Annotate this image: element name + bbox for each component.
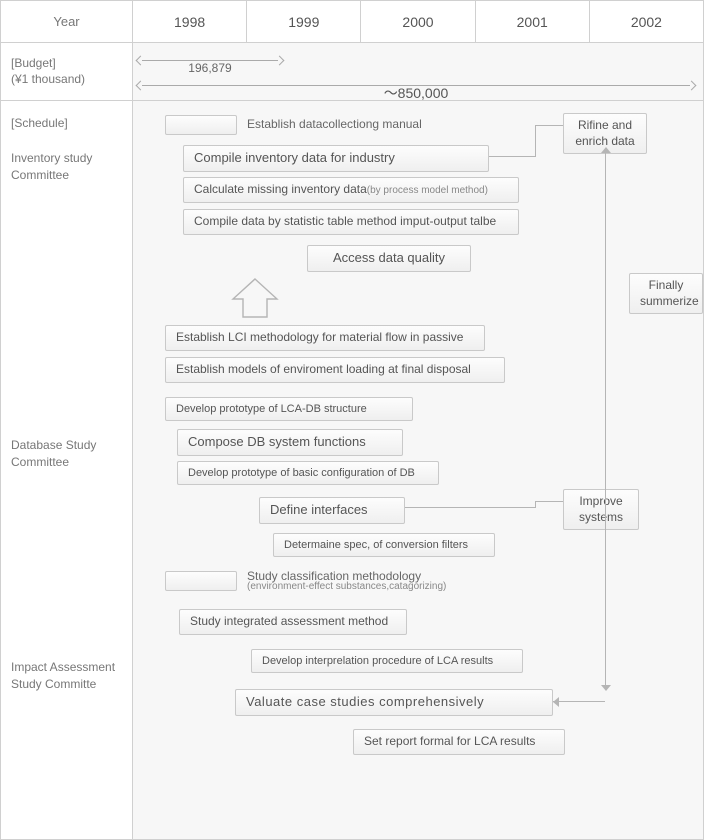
task-improve-systems: Improvesystems [563, 489, 639, 530]
connector-line [535, 501, 563, 502]
empty-task-box-1 [165, 115, 237, 135]
task-finally-summerize: Finallysummerize [629, 273, 703, 314]
budget-label: [Budget](¥1 thousand) [1, 43, 133, 100]
note-establish-manual: Establish datacollectiong manual [247, 117, 422, 131]
task-calc-missing: Calculate missing inventory data(by proc… [183, 177, 519, 203]
task-compile-statistic: Compile data by statistic table method i… [183, 209, 519, 235]
task-db-basic-config: Develop prototype of basic configuration… [177, 461, 439, 485]
arrow-up-icon [601, 147, 611, 153]
connector-line [489, 156, 535, 157]
year-2001: 2001 [476, 1, 590, 42]
empty-task-box-2 [165, 571, 237, 591]
budget-long: ～850,000 [141, 73, 691, 93]
connector-line [405, 507, 535, 508]
budget-area: 196,879 ～850,000 [133, 43, 703, 100]
task-conversion-filters: Determaine spec, of conversion filters [273, 533, 495, 557]
task-compile-inventory: Compile inventory data for industry [183, 145, 489, 172]
budget-short: 196,879 [141, 49, 279, 63]
arrow-down-icon [601, 685, 611, 691]
task-define-interfaces: Define interfaces [259, 497, 405, 524]
side-labels: [Schedule] Inventory study Committee Dat… [1, 101, 133, 839]
up-arrow-icon [227, 277, 283, 321]
year-label: Year [1, 1, 133, 42]
year-header: Year 1998 1999 2000 2001 2002 [1, 1, 703, 43]
schedule-label: [Schedule] [11, 115, 122, 132]
connector-line [535, 125, 536, 157]
year-2002: 2002 [590, 1, 703, 42]
section-impact: Impact Assessment Study Committe [11, 659, 122, 693]
diagram-container: Year 1998 1999 2000 2001 2002 [Budget](¥… [0, 0, 704, 840]
task-integrated-assessment: Study integrated assessment method [179, 609, 407, 635]
task-db-prototype: Develop prototype of LCA-DB structure [165, 397, 413, 421]
schedule-area: [Schedule] Inventory study Committee Dat… [1, 101, 703, 839]
task-env-loading: Establish models of enviroment loading a… [165, 357, 505, 383]
connector-line [535, 501, 536, 508]
budget-row: [Budget](¥1 thousand) 196,879 ～850,000 [1, 43, 703, 101]
task-access-quality: Access data quality [307, 245, 471, 272]
connector-line [535, 125, 563, 126]
task-report-format: Set report formal for LCA results [353, 729, 565, 755]
task-interpretation: Develop interprelation procedure of LCA … [251, 649, 523, 673]
task-valuate-case: Valuate case studies comprehensively [235, 689, 553, 716]
connector-line [553, 701, 605, 702]
arrow-left-icon [553, 697, 559, 707]
section-inventory: Inventory study Committee [11, 150, 122, 184]
gantt-chart: Establish datacollectiong manual Compile… [133, 101, 703, 839]
year-1998: 1998 [133, 1, 247, 42]
section-database: Database Study Committee [11, 437, 122, 471]
task-db-functions: Compose DB system functions [177, 429, 403, 456]
connector-line [605, 149, 606, 689]
year-2000: 2000 [361, 1, 475, 42]
task-lci-methodology: Establish LCI methodology for material f… [165, 325, 485, 351]
note-classification: Study classification methodology (enviro… [247, 569, 446, 592]
year-1999: 1999 [247, 1, 361, 42]
